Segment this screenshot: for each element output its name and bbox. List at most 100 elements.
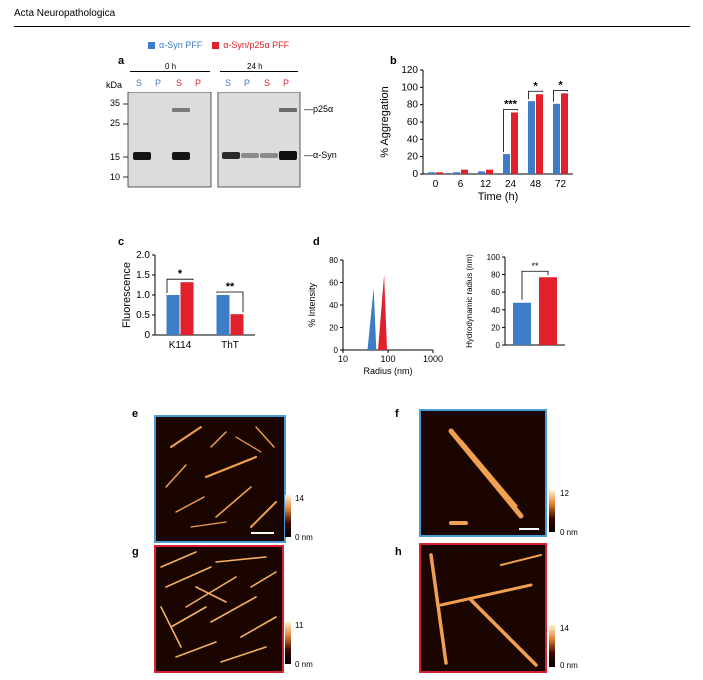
gel-time-24h: 24 h [247, 62, 263, 71]
panel-f-label: f [395, 408, 399, 420]
x-tick-label: ThT [221, 340, 239, 351]
bar [553, 103, 560, 174]
bar [453, 172, 460, 174]
scale-min-g: 0 nm [295, 660, 313, 669]
band-syn-S-24h-p25 [260, 153, 278, 158]
y-axis-label: Hydrodynamic radius (nm) [465, 254, 474, 348]
significance-bracket [166, 278, 194, 293]
panel-g-label: g [132, 546, 139, 558]
afm-fibrils-e [165, 426, 277, 534]
panel-h-label: h [395, 546, 402, 558]
band-label-syn: —α-Syn [304, 150, 337, 160]
bar [230, 314, 244, 335]
band-syn-P-24h [241, 153, 259, 158]
lane-label: P [155, 78, 162, 88]
scale-max-h: 14 [560, 624, 569, 633]
afm-image-e [154, 415, 286, 543]
x-tick-label: 12 [480, 179, 492, 190]
chart-b: 0 20 40 60 80 100 120 0 6 12 24 *** 48 * 72 * % Aggregat… [379, 65, 573, 203]
y-tick-label: 2.0 [136, 250, 150, 261]
afm-image-f [419, 409, 547, 537]
x-axis-label: Radius (nm) [363, 366, 412, 376]
bar [478, 171, 485, 174]
gel-image [123, 92, 301, 188]
y-tick-label: 60 [407, 117, 419, 128]
gel-0h [127, 92, 212, 188]
y-tick-label: 20 [329, 324, 338, 333]
y-tick-label: 60 [491, 288, 500, 297]
y-tick-label: 80 [491, 271, 500, 280]
x-tick-label: 0 [433, 179, 439, 190]
y-tick-label: 80 [407, 100, 419, 111]
band-syn-P-24h-p25 [279, 151, 297, 160]
afm-image-g [154, 545, 284, 673]
significance-bracket [528, 90, 543, 100]
gel-time-0h: 0 h [165, 62, 177, 71]
y-tick-label: 40 [329, 301, 338, 310]
band-label-p25: —p25α [304, 104, 334, 114]
afm-fibrils-f [448, 428, 539, 530]
y-axis-label: % Intensity [307, 282, 317, 327]
significance-bracket [216, 291, 244, 313]
gel-24h [217, 92, 301, 188]
bar [511, 112, 518, 174]
lane-label: S [264, 78, 271, 88]
x-tick-label: K114 [169, 340, 192, 351]
panel-a-label: a [118, 55, 125, 67]
bar [461, 169, 468, 174]
y-tick-label: 0 [144, 330, 150, 341]
band-syn-S-0h [133, 152, 151, 160]
legend-swatch-syn [148, 41, 155, 49]
x-tick-label: 72 [555, 179, 567, 190]
y-tick-label: 80 [329, 256, 338, 265]
afm-fibrils-g [160, 551, 277, 663]
bar [528, 101, 535, 174]
gel-marker: 25 [110, 118, 121, 128]
color-scale-g [285, 622, 291, 664]
y-tick-label: 1.5 [136, 270, 150, 281]
afm-image-h [419, 543, 547, 673]
gel-time-rule-0h [130, 71, 210, 72]
y-axis-label: Fluorescence [121, 262, 133, 328]
significance-mark: * [533, 80, 538, 92]
significance-bracket [553, 90, 568, 102]
gel-time-rule-24h [220, 71, 298, 72]
lane-label: S [136, 78, 143, 88]
lane-label: P [195, 78, 202, 88]
bar [180, 282, 194, 335]
legend-label-syn: α-Syn PFF [159, 40, 203, 50]
y-tick-label: 20 [491, 323, 500, 332]
scale-max-g: 11 [295, 621, 304, 630]
journal-title: Acta Neuropathologica [14, 8, 116, 19]
bar [536, 94, 543, 174]
intensity-peak [378, 274, 387, 350]
gel-marker: 10 [110, 172, 121, 182]
significance-mark: ** [531, 261, 539, 271]
color-scale-e [285, 495, 291, 537]
band-p25-S-0h [172, 108, 190, 112]
y-tick-label: 0 [496, 341, 501, 350]
bar [539, 277, 557, 345]
y-tick-label: 20 [407, 152, 419, 163]
panel-e-label: e [132, 408, 139, 420]
y-tick-label: 100 [401, 82, 418, 93]
scale-min-h: 0 nm [560, 661, 578, 670]
bar [216, 295, 230, 335]
color-scale-h [549, 625, 555, 667]
significance-mark: * [558, 79, 563, 91]
y-tick-label: 0.5 [136, 310, 150, 321]
bar [428, 172, 435, 174]
panel-d-label: d [313, 236, 320, 248]
significance-mark: *** [504, 98, 518, 110]
x-axis-label: Time (h) [478, 191, 519, 203]
intensity-peak [367, 288, 377, 350]
afm-fibrils-h [429, 553, 542, 667]
y-tick-label: 120 [401, 65, 418, 76]
significance-mark: * [178, 268, 183, 280]
lane-label: S [176, 78, 183, 88]
x-tick-label: 48 [530, 179, 542, 190]
lane-label: P [244, 78, 251, 88]
y-tick-label: 0 [334, 346, 339, 355]
band-syn-S-0h-p25 [172, 152, 190, 160]
x-tick-label: 1000 [423, 354, 443, 364]
